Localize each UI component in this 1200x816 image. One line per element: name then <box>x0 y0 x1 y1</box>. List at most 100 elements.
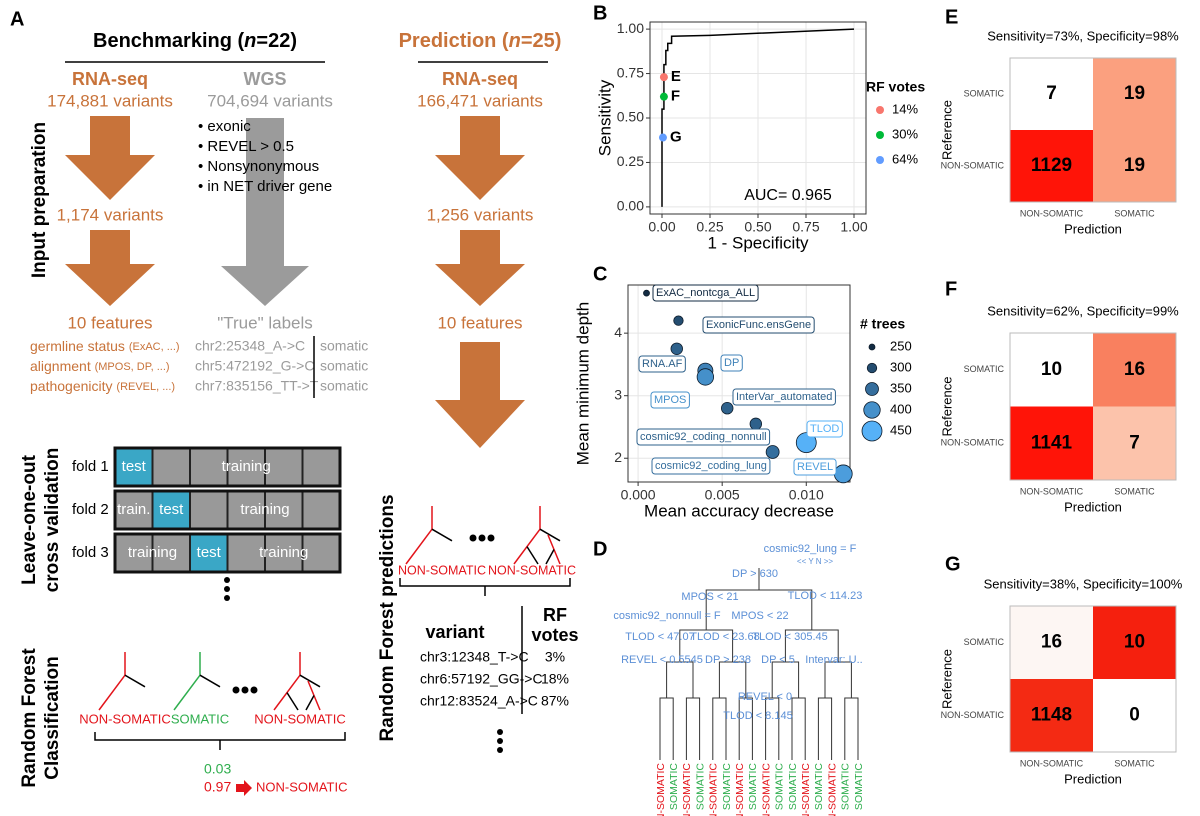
fold-cell <box>114 447 154 487</box>
label-box <box>702 316 815 334</box>
x-tick-label: SOMATIC <box>1114 208 1155 218</box>
feature-name: alignment <box>30 358 95 374</box>
ellipsis <box>469 534 477 542</box>
fold-cell <box>301 490 341 530</box>
split-label: << Y N >> <box>797 557 834 566</box>
tree-label: SOMATIC <box>171 711 229 726</box>
heat-cell <box>1093 58 1176 130</box>
arrow <box>435 342 525 448</box>
legend-swatch <box>865 382 879 396</box>
fold-cell <box>151 447 191 487</box>
y-tick-label: 4 <box>614 324 622 340</box>
label: 10 features <box>67 313 152 332</box>
legend-label: 14% <box>892 101 918 116</box>
feature-detail: (REVEL, ...) <box>116 381 175 393</box>
split-label: TLOD < 23.68 <box>690 631 759 643</box>
y-tick-label: SOMATIC <box>964 637 1005 647</box>
plot-border <box>1009 605 1177 753</box>
panel-letter: G <box>945 553 961 575</box>
point <box>721 402 734 415</box>
label-box <box>652 284 759 302</box>
point-label: TLOD <box>810 423 839 435</box>
x-axis-label: Mean accuracy decrease <box>644 501 834 520</box>
tree-label: NON-SOMATIC <box>254 711 345 726</box>
label-value: somatic <box>320 338 368 354</box>
x-axis-label: Prediction <box>1064 221 1122 236</box>
split-label: TLOD < 8.145 <box>723 710 792 722</box>
label: RNA-seq <box>72 69 148 89</box>
x-tick-label: NON-SOMATIC <box>1020 208 1084 218</box>
bracket <box>94 732 346 741</box>
criterion: • REVEL > 0.5 <box>198 138 294 155</box>
label: WGS <box>244 69 287 89</box>
panel-letter: E <box>945 6 958 28</box>
legend-swatch <box>876 106 884 114</box>
tree-branch <box>305 695 315 711</box>
title-part: =25) <box>521 30 562 52</box>
label: RNA-seq <box>442 69 518 89</box>
point <box>795 432 817 454</box>
tree-edge <box>817 697 833 760</box>
title-part: n <box>509 30 521 52</box>
chart-title: Sensitivity=38%, Specificity=100% <box>984 576 1183 591</box>
title-part: Benchmarking ( <box>93 30 244 52</box>
label-box <box>651 457 771 475</box>
panel-letter: F <box>945 278 957 300</box>
tree-edge <box>844 697 859 760</box>
tree-edge <box>791 697 806 760</box>
legend-label: 250 <box>890 338 912 353</box>
split-label: MPOS < 22 <box>731 610 788 622</box>
table-cell: 3% <box>545 649 565 665</box>
fold-border <box>113 489 342 531</box>
arrow <box>65 116 155 200</box>
label-box <box>638 355 686 373</box>
arrow <box>435 230 525 306</box>
x-tick-label: 0.25 <box>696 219 723 235</box>
plot-border <box>649 21 867 215</box>
leaf-label: SOMATIC <box>747 763 759 810</box>
bracket <box>399 578 571 587</box>
x-axis-label: Prediction <box>1064 499 1122 514</box>
ellipsis <box>232 686 240 694</box>
legend-title: # trees <box>860 316 905 332</box>
tree-branch <box>98 674 126 711</box>
variant: chr5:472192_G->C <box>195 358 314 374</box>
label: 166,471 variants <box>417 91 543 110</box>
y-tick-label: SOMATIC <box>964 88 1005 98</box>
fold-cell <box>301 533 341 573</box>
variant: chr2:25348_A->C <box>195 338 305 354</box>
point-label: ExonicFunc.ensGene <box>706 319 811 331</box>
heat-cell <box>1093 130 1176 202</box>
legend-label: 350 <box>890 380 912 395</box>
x-tick-label: 0.50 <box>744 219 771 235</box>
y-axis-label: Reference <box>939 649 954 709</box>
ellipsis <box>241 686 249 694</box>
tree-branch <box>539 528 561 542</box>
heat-cell <box>1093 333 1176 407</box>
point <box>765 445 780 459</box>
point <box>643 289 650 297</box>
fold-border <box>113 532 342 574</box>
y-tick-label: NON-SOMATIC <box>941 710 1005 720</box>
feature-name: pathogenicity <box>30 378 116 394</box>
plot-bg <box>628 285 850 482</box>
label: 1,256 variants <box>427 205 534 224</box>
split-label: Intervar: U.. <box>805 654 862 666</box>
legend-swatch <box>876 131 884 139</box>
side-label: Classification <box>42 656 63 780</box>
leaf-label: SOMATIC <box>787 763 799 810</box>
label: 704,694 variants <box>207 91 333 110</box>
x-tick-label: 0.005 <box>705 487 740 503</box>
heat-cell <box>1010 606 1093 679</box>
label-box <box>793 458 837 476</box>
ellipsis <box>250 686 258 694</box>
point <box>833 464 853 484</box>
arrow <box>65 230 155 306</box>
result: NON-SOMATIC <box>256 779 347 794</box>
table-cell: chr12:83524_A->C <box>420 693 538 709</box>
tree-edge <box>765 697 780 760</box>
arrow <box>236 780 252 796</box>
cell-value: 19 <box>1124 155 1145 176</box>
